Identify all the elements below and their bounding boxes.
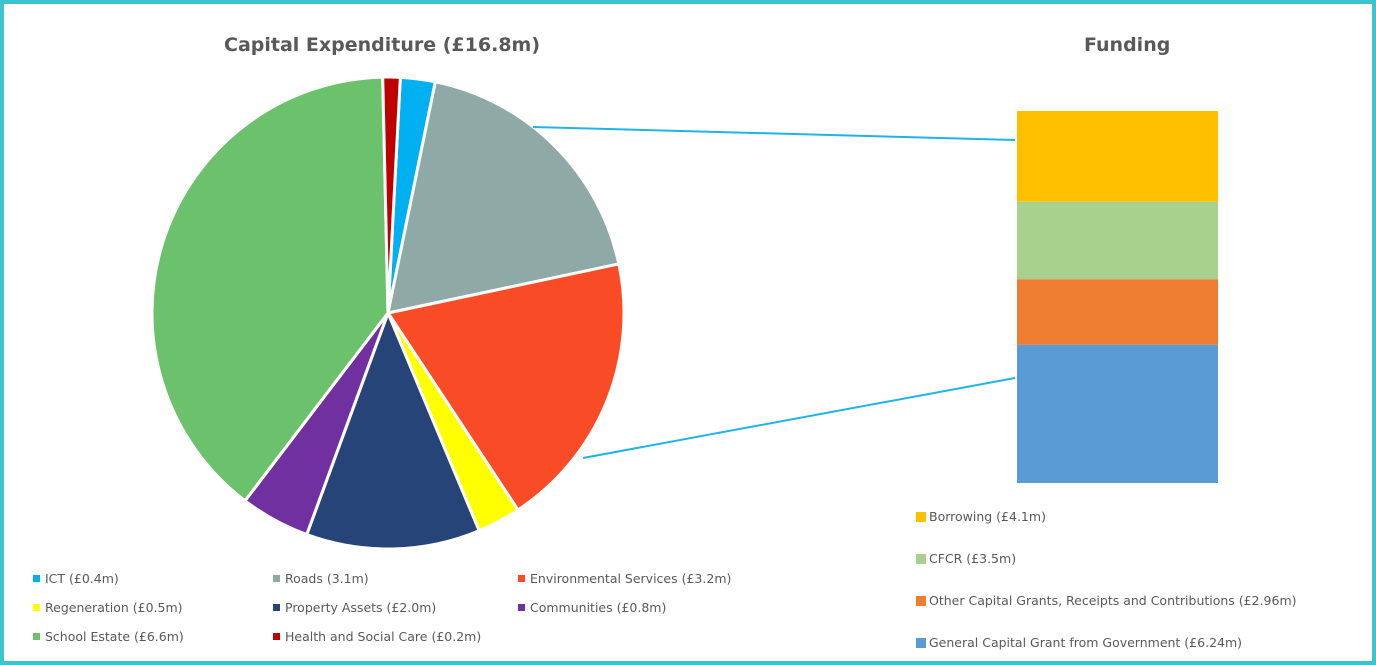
- bar-legend-item-general-capital-grant-from-government: General Capital Grant from Government (£…: [916, 635, 1242, 650]
- pie-slice-health-and-social-care: [381, 75, 402, 315]
- legend-swatch: [33, 633, 40, 640]
- pie-slice-school-estate: [150, 75, 390, 503]
- legend-label: Borrowing (£4.1m): [929, 509, 1046, 524]
- legend-label: Health and Social Care (£0.2m): [285, 629, 482, 644]
- legend-label: CFCR (£3.5m): [929, 551, 1017, 566]
- legend-swatch: [916, 637, 926, 648]
- pie-legend-item-roads: Roads (3.1m): [273, 571, 369, 586]
- legend-swatch: [916, 553, 926, 564]
- connector-lines: [532, 126, 1016, 459]
- pie-legend-item-school-estate: School Estate (£6.6m): [33, 629, 184, 644]
- bar-segment-cfcr: [1017, 201, 1218, 280]
- legend-swatch: [33, 604, 40, 611]
- stacked-bar-chart: [1017, 111, 1218, 483]
- bar-segment-other-capital-grants-receipts-and-contributions: [1017, 279, 1218, 345]
- bar-legend-item-cfcr: CFCR (£3.5m): [916, 551, 1016, 566]
- pie-legend-item-communities: Communities (£0.8m): [518, 600, 666, 615]
- connector-line-top: [532, 126, 1016, 141]
- connector-line-bottom: [582, 377, 1016, 459]
- bar-legend-item-other-capital-grants-receipts-and-contributions: Other Capital Grants, Receipts and Contr…: [916, 593, 1297, 608]
- bar-segment-borrowing: [1017, 111, 1218, 202]
- pie-chart-title: Capital Expenditure (£16.8m): [224, 34, 541, 56]
- legend-label: Environmental Services (£3.2m): [530, 571, 732, 586]
- bar-chart-title: Funding: [1084, 34, 1171, 56]
- legend-swatch: [33, 575, 40, 582]
- pie-slice-environmental-services: [386, 262, 626, 512]
- legend-label: Regeneration (£0.5m): [45, 600, 183, 615]
- legend-swatch: [273, 575, 280, 582]
- legend-label: General Capital Grant from Government (£…: [929, 635, 1243, 650]
- legend-swatch: [518, 604, 525, 611]
- pie-legend-item-health-and-social-care: Health and Social Care (£0.2m): [273, 629, 481, 644]
- legend-label: Property Assets (£2.0m): [285, 600, 437, 615]
- pie-legend-item-ict: ICT (£0.4m): [33, 571, 119, 586]
- pie-legend-item-regeneration: Regeneration (£0.5m): [33, 600, 183, 615]
- legend-swatch: [273, 633, 280, 640]
- pie-legend-item-environmental-services: Environmental Services (£3.2m): [518, 571, 731, 586]
- legend-label: Roads (3.1m): [285, 571, 369, 586]
- pie-slice-roads: [386, 80, 621, 315]
- pie-slice-property-assets: [305, 311, 481, 551]
- legend-label: School Estate (£6.6m): [45, 629, 184, 644]
- legend-swatch: [916, 511, 926, 522]
- legend-label: ICT (£0.4m): [45, 571, 119, 586]
- legend-label: Other Capital Grants, Receipts and Contr…: [929, 593, 1297, 608]
- legend-label: Communities (£0.8m): [530, 600, 667, 615]
- pie-legend-item-property-assets: Property Assets (£2.0m): [273, 600, 436, 615]
- legend-swatch: [916, 595, 926, 606]
- bar-segment-general-capital-grant-from-government: [1017, 344, 1218, 483]
- legend-swatch: [518, 575, 525, 582]
- bar-legend-item-borrowing: Borrowing (£4.1m): [916, 509, 1046, 524]
- legend-swatch: [273, 604, 280, 611]
- pie-chart: [150, 75, 626, 551]
